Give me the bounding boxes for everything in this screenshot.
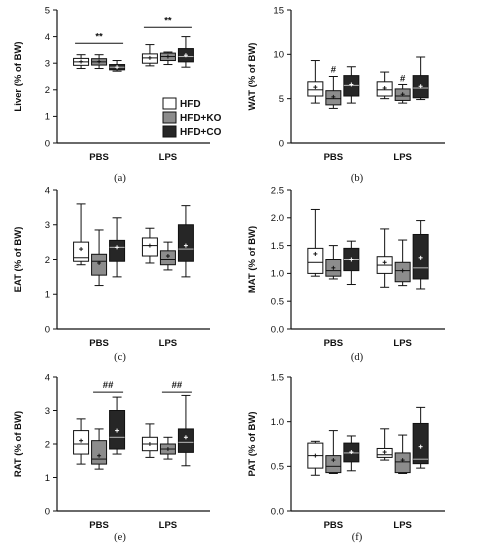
- x-group-label-lps: LPS: [393, 338, 411, 349]
- legend-swatch-hfd-ko: [162, 111, 177, 124]
- rat-chart-panel: 0 1 2 3 4 RAT (% of BW) PBS LPS ## ## (e): [13, 372, 210, 543]
- y-tick-label: 15: [273, 5, 284, 16]
- x-group-label-lps: LPS: [393, 520, 411, 531]
- y-axis-title: WAT (% of BW): [247, 43, 258, 111]
- y-axis-title: EAT (% of BW): [13, 227, 24, 293]
- y-tick-label: 0: [45, 138, 50, 149]
- annotation-label: #: [400, 73, 406, 84]
- box-hfd-co-lps: [177, 224, 194, 262]
- y-axis-title: RAT (% of BW): [13, 411, 24, 477]
- box-hfd-ko-pbs: [91, 440, 108, 465]
- x-group-label-pbs: PBS: [89, 520, 109, 531]
- legend-swatch-hfd: [162, 97, 177, 110]
- x-group-label-pbs: PBS: [89, 152, 109, 163]
- box-hfd-co-pbs: [109, 239, 126, 262]
- legend-label-hfd: HFD: [180, 99, 201, 110]
- y-tick-label: 0.5: [271, 462, 284, 473]
- x-group-label-lps: LPS: [159, 338, 177, 349]
- y-tick-label: 5: [279, 94, 284, 105]
- significance-label: ##: [172, 380, 183, 391]
- x-group-label-lps: LPS: [159, 152, 177, 163]
- panel-label: (f): [352, 532, 363, 543]
- box-hfd-co-lps: [412, 422, 429, 465]
- significance-label: ##: [103, 380, 114, 391]
- y-tick-label: 5: [45, 5, 50, 16]
- y-tick-label: 3: [45, 406, 50, 417]
- x-group-label-pbs: PBS: [89, 338, 109, 349]
- y-tick-label: 3: [45, 59, 50, 70]
- y-tick-label: 0.5: [271, 297, 284, 308]
- y-tick-label: 4: [45, 372, 50, 383]
- x-group-label-pbs: PBS: [324, 338, 344, 349]
- y-tick-label: 1: [45, 473, 50, 484]
- y-tick-label: 2.0: [271, 213, 284, 224]
- y-tick-label: 1.5: [271, 241, 284, 252]
- box-hfd-ko-pbs: [325, 455, 342, 474]
- significance-label: **: [164, 15, 172, 26]
- annotation-label: #: [331, 64, 337, 75]
- panel-label: (a): [114, 173, 126, 184]
- y-tick-label: 1: [45, 290, 50, 301]
- y-tick-label: 1: [45, 112, 50, 123]
- y-tick-label: 4: [45, 185, 50, 196]
- y-tick-label: 10: [273, 50, 284, 61]
- y-tick-label: 1.5: [271, 372, 284, 383]
- liver-chart-panel: 0 1 2 3 4 5 Liver (% of BW) PBS LPS ** ** (a): [13, 5, 210, 184]
- panel-label: (b): [351, 173, 364, 184]
- y-axis-title: PAT (% of BW): [247, 411, 258, 476]
- x-group-label-lps: LPS: [159, 520, 177, 531]
- y-axis-title: MAT (% of BW): [247, 226, 258, 293]
- y-tick-label: 3: [45, 220, 50, 231]
- y-tick-label: 0: [45, 324, 50, 335]
- y-tick-label: 2: [45, 255, 50, 266]
- y-axis-title: Liver (% of BW): [13, 41, 24, 111]
- y-tick-label: 2: [45, 85, 50, 96]
- legend-label-hfd-co: HFD+CO: [180, 127, 222, 138]
- legend-swatch-hfd-co: [162, 125, 177, 138]
- box-hfd-pbs: [307, 247, 324, 274]
- box-hfd-pbs: [73, 241, 90, 262]
- y-tick-label: 0: [279, 138, 284, 149]
- mat-chart-panel: 0.0 0.5 1.0 1.5 2.0 2.5 MAT (% of BW) PBS LPS (d): [247, 185, 445, 363]
- x-group-label-lps: LPS: [393, 152, 411, 163]
- pat-chart-panel: 0.0 0.5 1.0 1.5 PAT (% of BW) PBS LPS (f): [247, 372, 445, 543]
- eat-chart-panel: 0 1 2 3 4 EAT (% of BW) PBS LPS (c): [13, 185, 210, 363]
- significance-label: **: [95, 31, 103, 42]
- y-tick-label: 2: [45, 439, 50, 450]
- panel-label: (c): [114, 352, 126, 363]
- legend-label-hfd-ko: HFD+KO: [180, 113, 222, 124]
- y-tick-label: 0.0: [271, 506, 284, 517]
- wat-chart-panel: 0 5 10 15 WAT (% of BW) PBS LPS # # (b): [247, 5, 445, 184]
- y-tick-label: 1.0: [271, 269, 284, 280]
- y-tick-label: 1.0: [271, 417, 284, 428]
- box-hfd-co-lps: [177, 428, 194, 453]
- x-group-label-pbs: PBS: [324, 152, 344, 163]
- panel-label: (d): [351, 352, 364, 363]
- y-tick-label: 4: [45, 32, 50, 43]
- box-hfd-ko-lps: [394, 452, 411, 474]
- y-tick-label: 0: [45, 506, 50, 517]
- y-tick-label: 2.5: [271, 185, 284, 196]
- panel-label: (e): [114, 532, 126, 543]
- y-tick-label: 0.0: [271, 324, 284, 335]
- legend: HFD HFD+KO HFD+CO: [162, 97, 222, 138]
- x-group-label-pbs: PBS: [324, 520, 344, 531]
